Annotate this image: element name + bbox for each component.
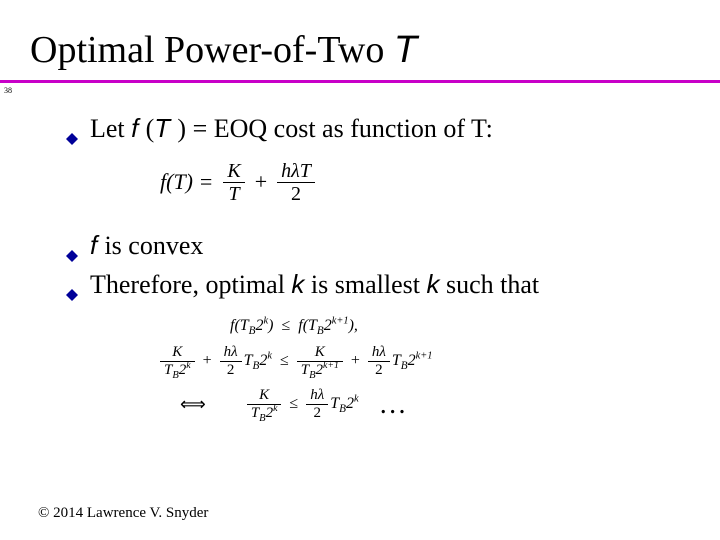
i3-le: ≤ <box>289 394 298 414</box>
b3-rest: such that <box>439 270 539 299</box>
b1-f: f <box>131 113 145 143</box>
i2-t3: K TB2k+1 <box>297 344 343 379</box>
eq1-frac2: hλT 2 <box>277 160 315 205</box>
eq1-den2: 2 <box>287 183 305 205</box>
i2-le: ≤ <box>280 351 289 371</box>
title-text: Optimal Power-of-Two <box>30 29 394 71</box>
i2-t1: K TB2k <box>160 344 195 379</box>
diamond-bullet-icon <box>66 121 78 133</box>
b1-rest: = EOQ cost as function of T: <box>186 114 493 143</box>
b1-T: T <box>154 113 177 143</box>
i2-plus2: + <box>351 351 360 371</box>
eq1-num1: K <box>223 160 244 182</box>
b2-f: f <box>90 230 104 260</box>
ellipsis: … <box>379 387 407 422</box>
b3-prefix: Therefore, optimal <box>90 270 291 299</box>
diamond-bullet-icon <box>66 277 78 289</box>
i3-t1: K TB2k <box>247 387 282 422</box>
i1-le: ≤ <box>281 316 290 336</box>
eq1-frac1: K T <box>223 160 244 205</box>
title-underline <box>0 80 720 83</box>
title-var-T: T <box>394 29 417 71</box>
iff-symbol: ⟺ <box>180 393 205 416</box>
eq1-den1: T <box>224 183 243 205</box>
slide-title: Optimal Power-of-Two T <box>30 28 417 72</box>
i1-left: f(TB2k) <box>230 316 273 336</box>
ineq-line-2: K TB2k + hλ2 TB2k ≤ K TB2k+1 + hλ2 TB2k+… <box>160 344 690 379</box>
b1-close: ) <box>177 114 186 143</box>
inequality-block: f(TB2k) ≤ f(TB2k+1), K TB2k + hλ2 TB2k ≤ <box>140 316 690 422</box>
page-number-marker: 38 <box>4 86 12 95</box>
i1-right: f(TB2k+1), <box>298 316 358 336</box>
i2-t2: hλ2 TB2k <box>220 344 272 379</box>
bullet-3: Therefore, optimal k is smallest k such … <box>90 268 690 302</box>
bullet-1: Let f (T ) = EOQ cost as function of T: <box>90 112 690 146</box>
eq1-plus: + <box>255 168 267 196</box>
copyright-footer: © 2014 Lawrence V. Snyder <box>38 505 208 522</box>
bullet-2: f is convex <box>90 229 690 263</box>
i3-t2: hλ2 TB2k <box>306 387 358 422</box>
i2-plus1: + <box>203 351 212 371</box>
b3-k1: k <box>291 269 304 299</box>
i2-t4: hλ2 TB2k+1 <box>368 344 433 379</box>
equation-fT: f(T) = K T + hλT 2 <box>160 160 690 205</box>
eq1-lhs: f(T) = <box>160 168 213 196</box>
b3-k2: k <box>426 269 439 299</box>
ineq-line-1: f(TB2k) ≤ f(TB2k+1), <box>230 316 690 336</box>
b3-mid: is smallest <box>304 270 426 299</box>
diamond-bullet-icon <box>66 238 78 250</box>
ineq-line-3: ⟺ K TB2k ≤ hλ2 TB2k … <box>180 387 690 422</box>
b2-rest: is convex <box>104 231 203 260</box>
b1-open: ( <box>146 114 155 143</box>
eq1-num2: hλT <box>277 160 315 182</box>
slide-body: Let f (T ) = EOQ cost as function of T: … <box>90 112 690 430</box>
b1-let: Let <box>90 114 131 143</box>
